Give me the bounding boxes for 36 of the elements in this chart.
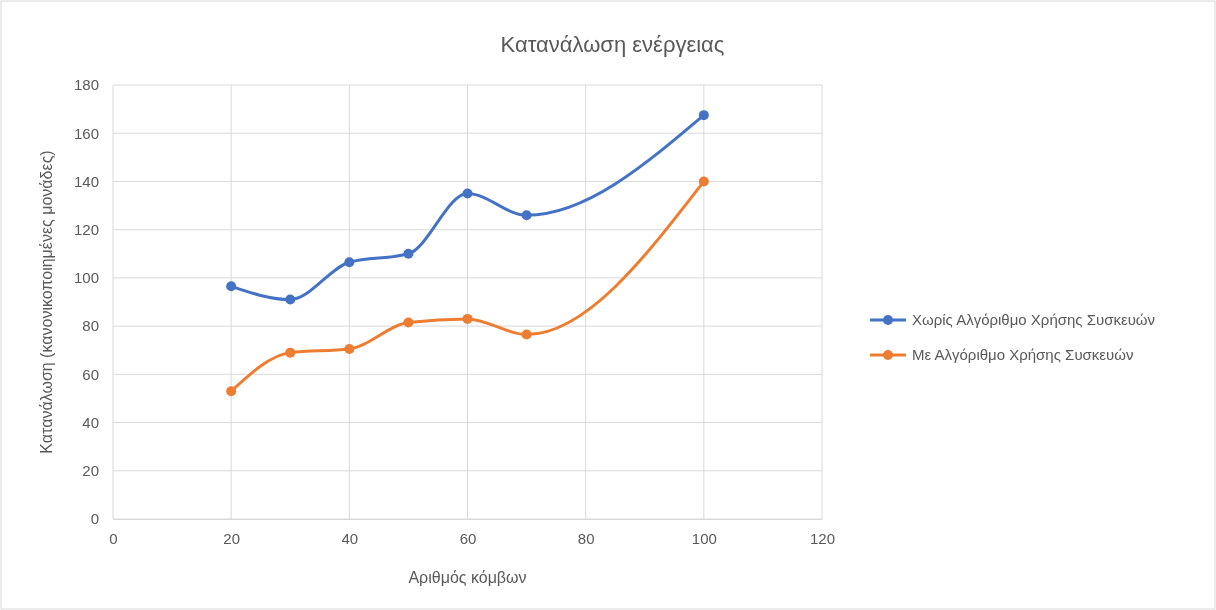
point [462, 188, 473, 199]
y-tick-label: 0 [90, 510, 99, 528]
x-tick-label: 60 [459, 529, 477, 547]
x-tick-label: 20 [223, 529, 241, 547]
y-tick-label: 60 [82, 365, 99, 383]
y-axis-title: Κατανάλωση (κανονικοποιημένες μονάδες) [38, 150, 55, 454]
point [285, 347, 296, 358]
x-tick-label: 120 [809, 529, 836, 547]
y-tick-label: 80 [82, 317, 99, 335]
x-tick-label: 0 [109, 529, 118, 547]
chart-title: Κατανάλωση ενέργειας [500, 32, 725, 57]
point [344, 257, 355, 268]
y-tick-label: 180 [73, 76, 99, 94]
y-tick-label: 100 [73, 269, 99, 287]
point [403, 317, 414, 328]
x-tick-label: 40 [341, 529, 359, 547]
legend-label: Με Αλγόριθμο Χρήσης Συσκευών [912, 346, 1134, 363]
point [698, 110, 709, 121]
point [226, 386, 237, 397]
y-tick-label: 120 [73, 220, 99, 238]
y-tick-label: 140 [73, 172, 99, 190]
point [403, 248, 414, 259]
x-tick-label: 100 [691, 529, 717, 547]
y-tick-label: 20 [82, 462, 99, 480]
point [462, 313, 473, 324]
point [698, 176, 709, 187]
point [521, 210, 532, 221]
legend-label: Χωρίς Αλγόριθμο Χρήσης Συσκευών [912, 311, 1156, 328]
point [226, 281, 237, 292]
y-tick-label: 160 [73, 124, 99, 142]
y-tick-label: 40 [82, 413, 99, 431]
x-axis-title: Αριθμός κόμβων [408, 569, 527, 586]
point [285, 294, 296, 305]
x-tick-label: 80 [577, 529, 595, 547]
point [344, 344, 355, 355]
point [521, 329, 532, 340]
